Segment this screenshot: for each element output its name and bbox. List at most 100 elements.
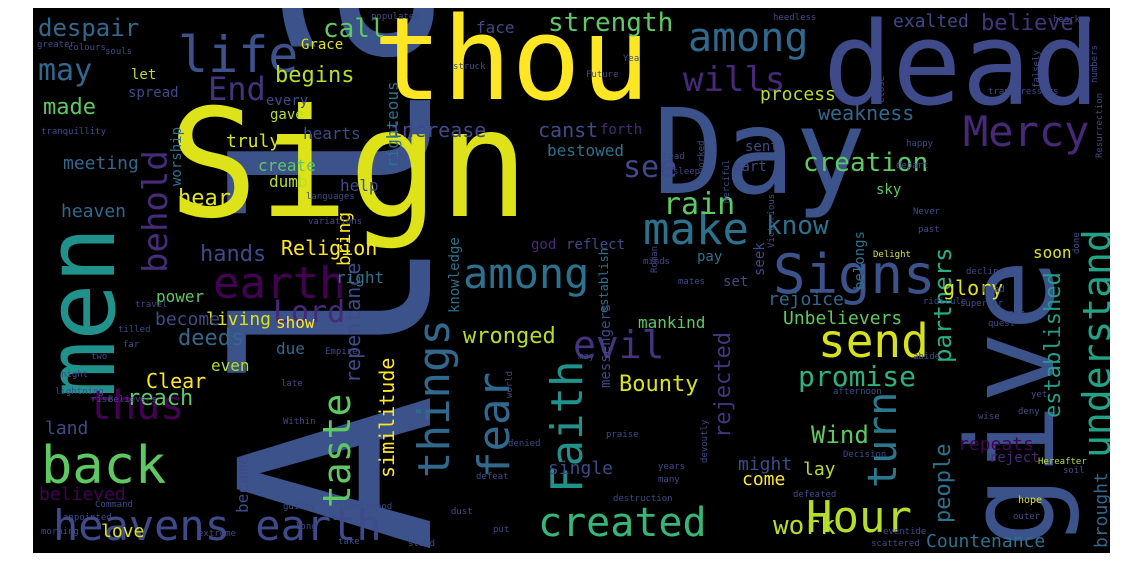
cloud-word: righteous (383, 81, 402, 168)
cloud-word: destruction (613, 494, 673, 504)
cloud-word: Unbelievers (783, 308, 903, 329)
cloud-word: tilled (118, 325, 151, 335)
cloud-word: defeated (793, 490, 837, 500)
cloud-word: Sign (168, 78, 530, 252)
cloud-word: make (643, 204, 749, 255)
cloud-word: create (258, 156, 316, 175)
cloud-word: exalted (893, 11, 969, 32)
cloud-word: among (463, 249, 590, 298)
cloud-word: close (877, 75, 887, 103)
cloud-word: Lord (273, 295, 346, 330)
cloud-word: reach (127, 386, 194, 411)
cloud-word: forth (600, 122, 643, 138)
cloud-word: power (156, 287, 205, 306)
cloud-word: done (1072, 232, 1082, 254)
cloud-word: souls (105, 47, 133, 57)
cloud-word: morning (41, 527, 79, 537)
cloud-word: many (658, 475, 680, 485)
cloud-word: languages (306, 192, 355, 202)
cloud-word: work (773, 511, 836, 541)
cloud-word: know (766, 211, 829, 241)
cloud-word: god (531, 237, 557, 253)
cloud-word: Yea (623, 54, 640, 64)
cloud-word: let (131, 67, 157, 83)
cloud-word: Future (586, 70, 619, 80)
cloud-word: belongs (852, 230, 868, 290)
cloud-word: right (336, 268, 385, 287)
cloud-word: wise (978, 412, 1000, 422)
cloud-word: promise (798, 360, 917, 393)
cloud-word: abide (913, 352, 941, 362)
cloud-word: numbers (1090, 45, 1100, 83)
cloud-word: livelihood (338, 502, 393, 512)
cloud-word: soil (1063, 466, 1085, 476)
cloud-word: Merciful (722, 159, 732, 203)
cloud-word: deeds (178, 326, 245, 351)
cloud-word: Roman (650, 245, 660, 273)
cloud-word: process (760, 84, 836, 105)
cloud-word: dead (823, 8, 1100, 132)
cloud-word: see (623, 150, 678, 185)
cloud-word: taste (315, 393, 359, 508)
cloud-word: sent (745, 139, 779, 155)
cloud-word: Mercy (963, 107, 1090, 156)
cloud-word: tranquillity (41, 127, 107, 137)
cloud-word: quest (988, 319, 1016, 329)
cloud-word: appointed (63, 513, 112, 523)
cloud-word: living (206, 309, 272, 330)
cloud-word: become (155, 309, 221, 330)
cloud-word: brought (1091, 472, 1110, 548)
cloud-word: creation (803, 148, 929, 178)
cloud-word: understand (1075, 229, 1110, 458)
cloud-word: created (538, 500, 707, 546)
cloud-word: Grace (301, 37, 344, 53)
cloud-word: reflect (566, 237, 626, 253)
cloud-word: canst (538, 118, 599, 142)
cloud-word: turn (860, 391, 906, 488)
cloud-word: heaven (61, 201, 127, 222)
cloud-word: Empire (325, 347, 358, 357)
word-cloud: Allah Sign thou Day dead give men life h… (33, 8, 1110, 553)
cloud-word: sleep (673, 167, 701, 177)
cloud-word: lightning (55, 387, 104, 397)
cloud-word: two (91, 352, 108, 362)
cloud-word: Mead (983, 285, 1005, 295)
cloud-word: term (1003, 309, 1025, 319)
cloud-word: wronged (463, 324, 556, 349)
cloud-word: superior (960, 299, 1004, 309)
cloud-word: come (742, 469, 786, 490)
cloud-word: became (233, 455, 252, 513)
cloud-word: minds (643, 257, 671, 267)
cloud-word: dust (451, 507, 473, 517)
cloud-word: Religion (281, 236, 378, 260)
cloud-word: Never (913, 207, 941, 217)
cloud-word: stand (408, 539, 436, 549)
cloud-word: struck (453, 62, 486, 72)
cloud-word: dumb (269, 172, 308, 191)
cloud-word: Delight (873, 250, 911, 260)
cloud-word: evil (573, 323, 665, 367)
cloud-word: Bounty (619, 372, 699, 397)
cloud-word: lay (803, 459, 836, 480)
cloud-word: falsely (1032, 50, 1042, 88)
cloud-word: past (918, 225, 940, 235)
cloud-word: messengers (598, 303, 614, 388)
cloud-word: Countenance (926, 531, 1046, 552)
cloud-word: spread (128, 85, 179, 101)
cloud-word: denied (508, 439, 541, 449)
cloud-word: land (45, 418, 89, 439)
cloud-word: seek (752, 242, 768, 276)
cloud-word: love (101, 521, 145, 542)
cloud-word: End (208, 70, 266, 108)
cloud-word: send (818, 314, 929, 368)
cloud-word: transgressors (988, 87, 1059, 97)
cloud-word: Clear (146, 369, 207, 393)
cloud-word: weakness (818, 101, 915, 125)
cloud-word: among (688, 15, 809, 61)
cloud-word: thou (373, 8, 650, 127)
cloud-word: outer (1013, 512, 1041, 522)
cloud-word: increase (390, 118, 487, 142)
cloud-word: pay (697, 249, 723, 265)
cloud-word: put (493, 525, 510, 535)
cloud-word: yet (1031, 390, 1048, 400)
